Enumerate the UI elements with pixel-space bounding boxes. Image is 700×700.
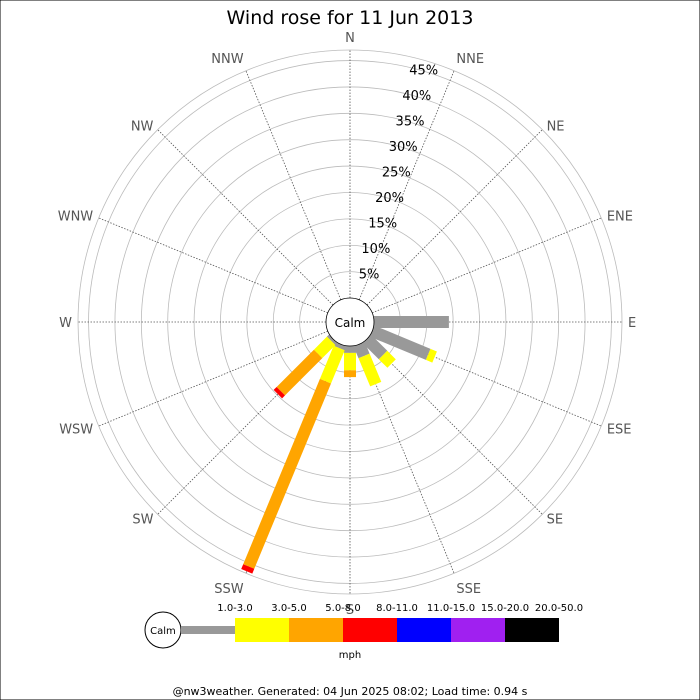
legend-swatch-4 — [397, 618, 451, 642]
bar-ssw-bin-0 — [333, 341, 347, 351]
tick-label-25: 25% — [382, 165, 411, 180]
legend-swatch-5 — [451, 618, 505, 642]
bar-s-bin-2 — [344, 370, 356, 378]
wind-bars — [241, 316, 449, 574]
footer-text: @nw3weather. Generated: 04 Jun 2025 08:0… — [173, 685, 528, 698]
bar-ese-bin-0 — [369, 325, 431, 360]
spoke-nne — [358, 70, 455, 300]
legend-swatch-3 — [343, 618, 397, 642]
speed-legend: Calm 1.0-3.0 3.0-5.0 5.0-8.0 8.0-11.0 11.0-1… — [144, 603, 583, 661]
legend-swatch-6 — [505, 618, 559, 642]
direction-label-s: S — [346, 603, 354, 618]
direction-label-wsw: WSW — [59, 422, 93, 437]
legend-swatch-0 — [181, 626, 235, 634]
legend-label-5: 15.0-20.0 — [481, 603, 529, 614]
tick-label-10: 10% — [361, 242, 390, 257]
bar-sw-bin-3 — [273, 387, 285, 399]
direction-label-ene: ENE — [607, 210, 633, 225]
bar-s-bin-1 — [344, 352, 356, 371]
direction-labels: N NNE NE ENE E ESE SE SSE S SSW SW WSW W WNW NW NNW — [58, 31, 636, 618]
spoke-wnw — [98, 217, 328, 314]
spoke-sse — [358, 344, 455, 574]
legend-label-1: 3.0-5.0 — [271, 603, 306, 614]
grid-circle-5 — [193, 165, 507, 479]
grid-circle-outer — [77, 49, 623, 595]
legend-swatch-2 — [289, 618, 343, 642]
calm-center: Calm — [325, 297, 375, 347]
spoke-ese — [372, 330, 602, 427]
bar-ese-bin-1 — [425, 348, 437, 363]
direction-label-n: N — [345, 31, 355, 46]
legend-label-6: 20.0-50.0 — [535, 603, 583, 614]
bar-ssw-bin-3 — [241, 564, 255, 574]
direction-label-ese: ESE — [607, 422, 632, 437]
direction-label-se: SE — [547, 513, 563, 528]
bar-ssw-bin-2 — [243, 378, 331, 569]
legend-swatches: 1.0-3.0 3.0-5.0 5.0-8.0 8.0-11.0 11.0-15.0 15… — [181, 603, 583, 642]
spoke-se — [366, 338, 543, 515]
tick-label-35: 35% — [396, 114, 425, 129]
bar-sse-bin-0 — [353, 341, 370, 359]
spoke-sw — [157, 338, 334, 515]
direction-label-w: W — [59, 316, 72, 331]
direction-label-nnw: NNW — [211, 52, 243, 67]
spoke-nnw — [245, 70, 342, 300]
direction-label-sw: SW — [132, 513, 153, 528]
bar-sse-bin-1 — [358, 353, 382, 387]
grid-circle-6 — [167, 139, 533, 505]
tick-label-30: 30% — [389, 140, 418, 155]
bar-sw-bin-1 — [313, 336, 336, 359]
legend-label-3: 8.0-11.0 — [376, 603, 418, 614]
legend-unit: mph — [339, 650, 361, 661]
direction-label-ssw: SSW — [214, 582, 244, 597]
bar-se-bin-0 — [362, 334, 388, 360]
legend-calm-label: Calm — [150, 626, 176, 637]
chart-title: Wind rose for 11 Jun 2013 — [227, 7, 474, 29]
direction-label-ne: NE — [547, 119, 565, 134]
legend-label-2: 5.0-8.0 — [325, 603, 360, 614]
bar-sw-bin-2 — [276, 349, 323, 396]
legend-label-0: 1.0-3.0 — [217, 603, 252, 614]
legend-swatch-1 — [235, 618, 289, 642]
legend-label-4: 11.0-15.0 — [427, 603, 475, 614]
tick-label-5: 5% — [359, 267, 380, 282]
direction-label-nne: NNE — [456, 52, 484, 67]
spoke-nw — [157, 129, 334, 306]
spoke-wsw — [98, 330, 328, 427]
calm-label: Calm — [335, 316, 366, 330]
tick-label-40: 40% — [402, 89, 431, 104]
tick-label-20: 20% — [375, 191, 404, 206]
bar-se-bin-1 — [378, 350, 396, 368]
tick-label-45: 45% — [409, 63, 438, 78]
spoke-ne — [366, 129, 543, 306]
calm-circle — [325, 297, 375, 347]
direction-label-sse: SSE — [456, 582, 481, 597]
bar-e-bin-0 — [374, 316, 449, 328]
tick-label-15: 15% — [368, 216, 397, 231]
radial-tick-labels: 5% 10% 15% 20% 25% 30% 35% 40% 45% — [359, 63, 438, 282]
spoke-ene — [372, 217, 602, 314]
direction-label-nw: NW — [131, 119, 154, 134]
grid-circle-7 — [140, 112, 560, 532]
bar-sw-bin-0 — [326, 334, 338, 346]
direction-label-wnw: WNW — [58, 210, 94, 225]
direction-label-e: E — [628, 316, 636, 331]
bar-s-bin-0 — [344, 346, 356, 353]
bar-ssw-bin-1 — [319, 345, 345, 384]
